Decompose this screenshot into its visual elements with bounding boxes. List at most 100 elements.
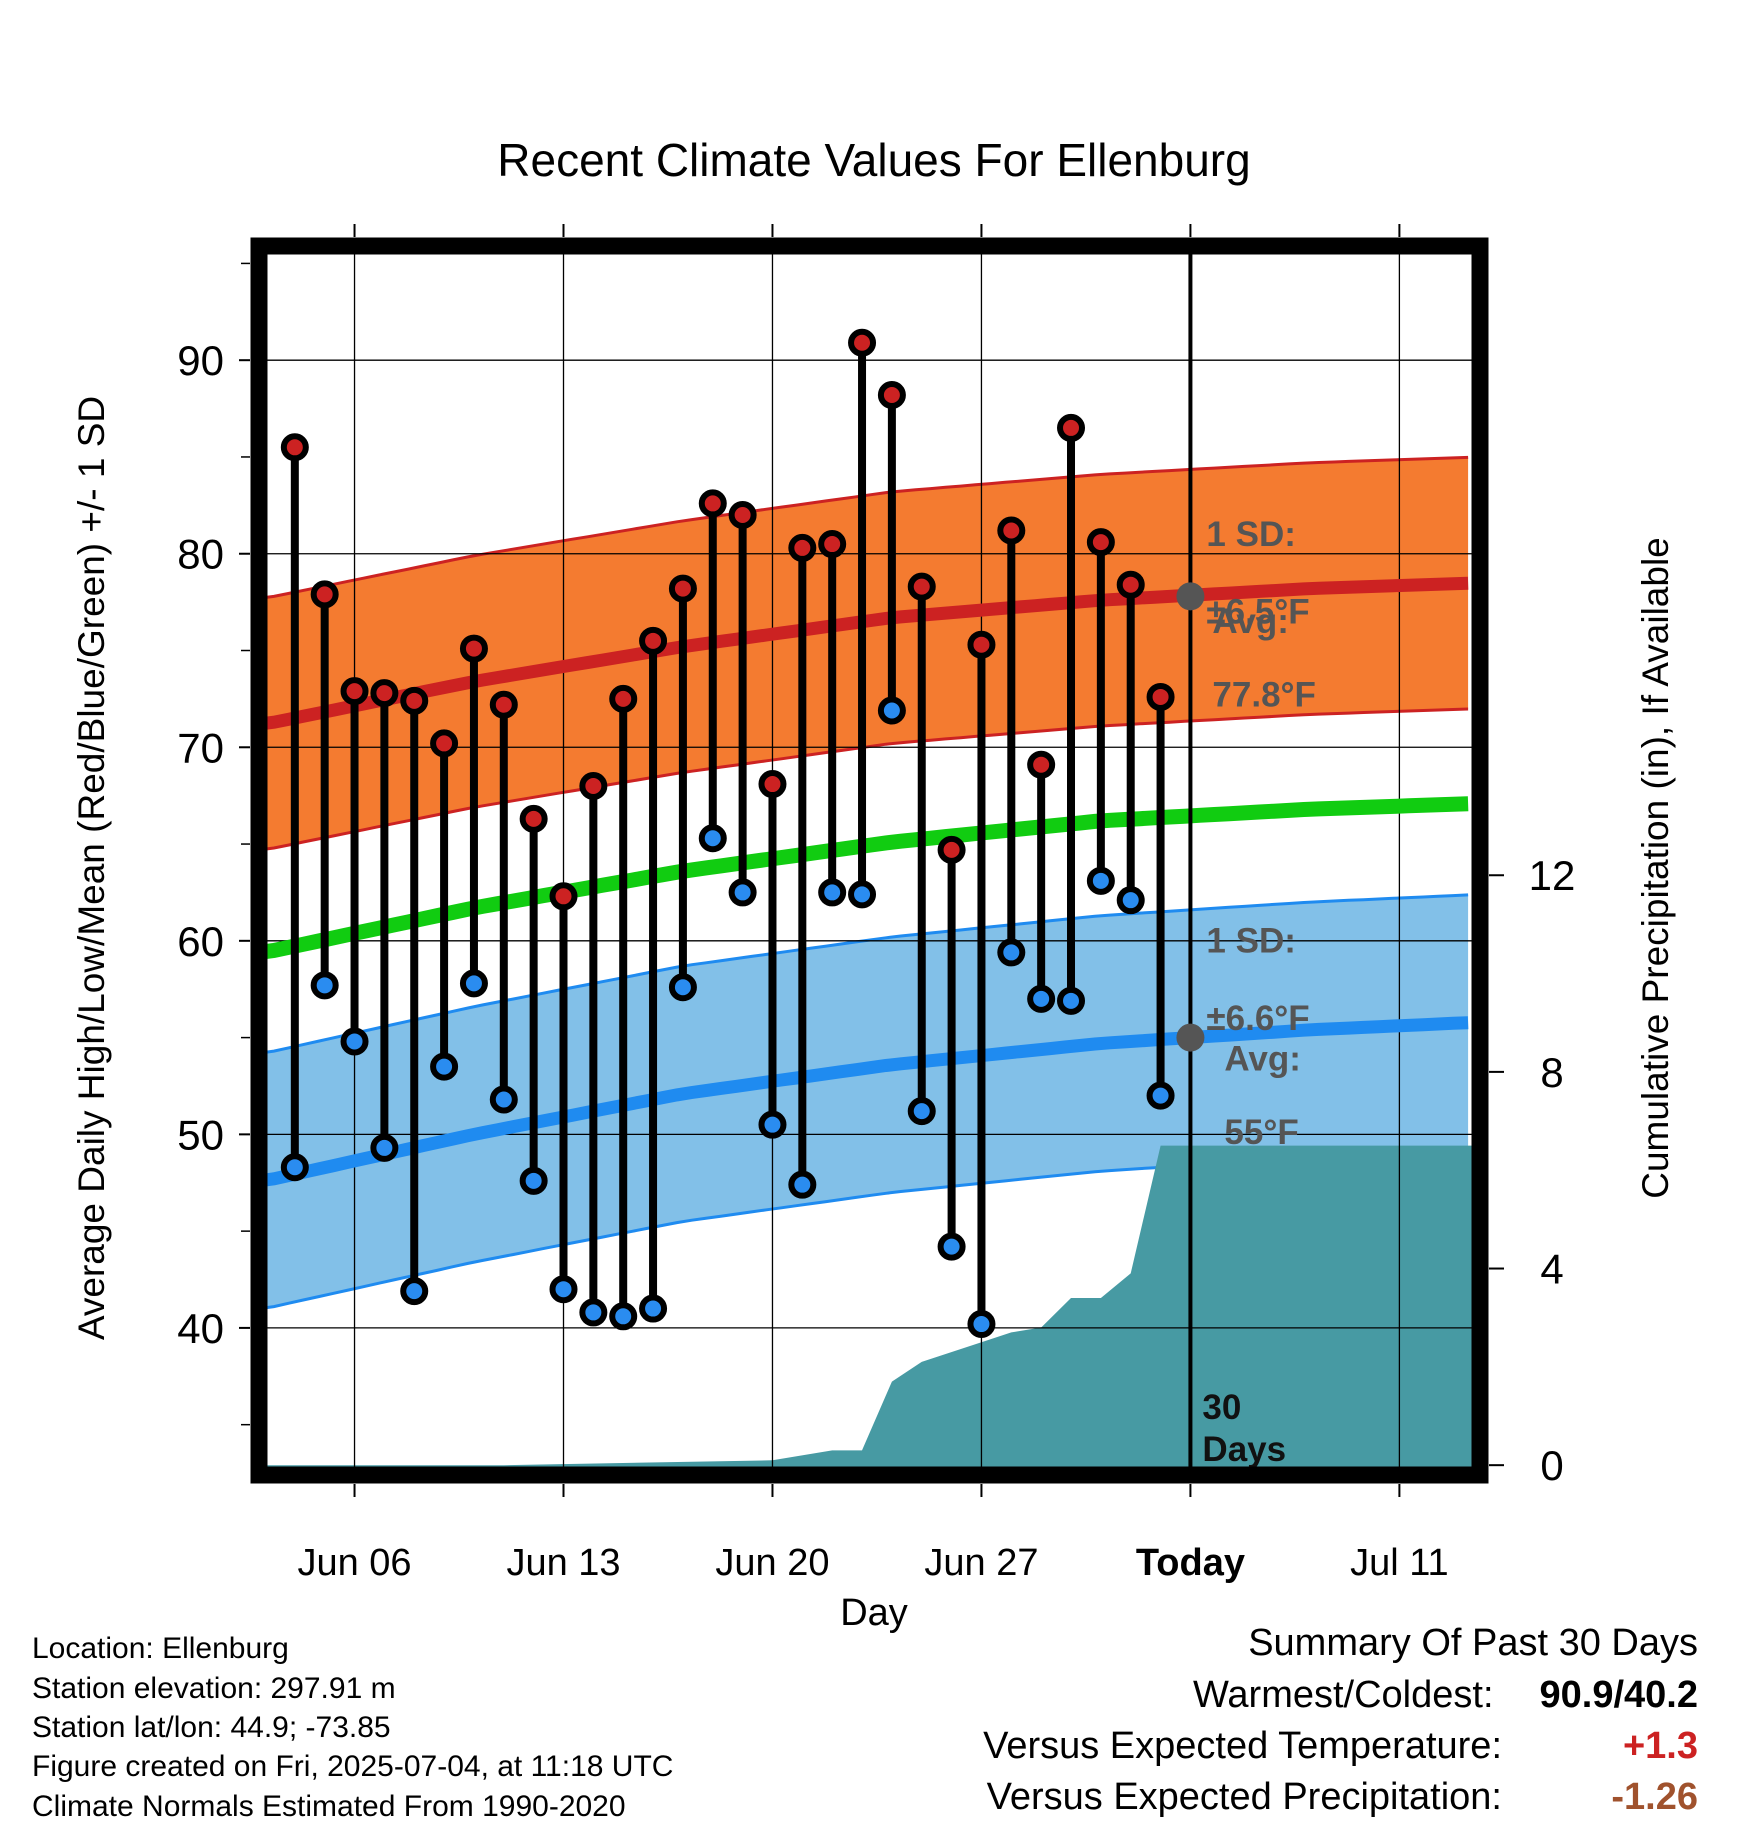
daily-high-point [1146, 682, 1175, 711]
daily-high-point [489, 690, 518, 719]
daily-low-point [579, 1298, 608, 1327]
daily-high-point [997, 516, 1026, 545]
daily-high-point [758, 770, 787, 799]
chart-title: Recent Climate Values For Ellenburg [497, 134, 1250, 186]
precip-vs-expected-value: -1.26 [1611, 1776, 1698, 1818]
y2-tick-label: 12 [1529, 852, 1576, 899]
daily-high-point [848, 328, 877, 357]
y2-tick-label: 4 [1540, 1246, 1563, 1293]
daily-high-point [818, 530, 847, 559]
daily-low-point [1086, 866, 1115, 895]
station-location: Location: Ellenburg [32, 1632, 289, 1665]
low-sd-value: ±6.6°F [1206, 999, 1309, 1038]
today-low-avg-dot [1176, 1023, 1205, 1052]
high-avg-value: 77.8°F [1212, 676, 1316, 715]
daily-low-point [639, 1294, 668, 1323]
summary-warm-row: Warmest/Coldest: 90.9/40.2 [1193, 1674, 1698, 1717]
temp-vs-expected-value: +1.3 [1622, 1725, 1698, 1767]
high-avg-label: Avg: [1212, 602, 1288, 641]
summary-temp-row: Versus Expected Temperature: +1.3 [983, 1725, 1698, 1768]
x-axis-label: Day [840, 1592, 908, 1634]
y-tick-label: 80 [177, 531, 224, 578]
warm-cold-value: 90.9/40.2 [1539, 1674, 1698, 1716]
daily-high-point [310, 580, 339, 609]
window-label-number: 30 [1202, 1388, 1241, 1427]
y-tick-label: 90 [177, 337, 224, 384]
daily-low-point [1146, 1081, 1175, 1110]
daily-high-point [370, 679, 399, 708]
daily-low-point [728, 878, 757, 907]
x-tick-label: Jun 13 [506, 1542, 620, 1584]
y2-tick-label: 0 [1540, 1442, 1563, 1489]
daily-low-point [907, 1097, 936, 1126]
x-tick-label: Jul 11 [1350, 1542, 1449, 1584]
daily-high-point [728, 501, 757, 530]
low-sd-label: 1 SD: [1206, 921, 1295, 960]
daily-low-point [400, 1277, 429, 1306]
daily-low-point [877, 696, 906, 725]
warm-cold-label: Warmest/Coldest: [1192, 1674, 1494, 1716]
y2-tick-label: 8 [1540, 1049, 1563, 1096]
daily-low-point [340, 1027, 369, 1056]
today-high-avg-dot [1176, 582, 1205, 611]
daily-high-point [340, 677, 369, 706]
daily-low-point [967, 1310, 996, 1339]
daily-low-point [818, 878, 847, 907]
daily-low-point [609, 1302, 638, 1331]
daily-low-point [489, 1085, 518, 1114]
daily-low-point [698, 824, 727, 853]
daily-high-point [400, 686, 429, 715]
y-tick-label: 40 [177, 1305, 224, 1352]
low-avg-label: Avg: [1224, 1039, 1300, 1078]
x-tick-label: Jun 27 [924, 1542, 1038, 1584]
daily-high-point [907, 572, 936, 601]
daily-high-point [788, 533, 817, 562]
plot-frame [250, 237, 1489, 1484]
daily-low-point [1027, 984, 1056, 1013]
daily-low-point [997, 938, 1026, 967]
daily-low-point [459, 969, 488, 998]
figure-created: Figure created on Fri, 2025-07-04, at 11… [32, 1750, 674, 1783]
daily-high-point [459, 634, 488, 663]
daily-high-point [519, 804, 548, 833]
daily-high-point [698, 489, 727, 518]
y2-axis-label: Cumulative Precipitation (in), If Availa… [1635, 537, 1676, 1199]
high-sd-label: 1 SD: [1206, 515, 1295, 554]
daily-high-point [549, 882, 578, 911]
y-tick-label: 50 [177, 1111, 224, 1158]
daily-high-point [1116, 570, 1145, 599]
daily-high-point [877, 381, 906, 410]
daily-low-point [937, 1232, 966, 1261]
x-tick-label-today: Today [1136, 1542, 1245, 1584]
daily-high-point [579, 771, 608, 800]
normal-low-mean-line [259, 1016, 1469, 1188]
high-sd-value: ±6.5°F [1206, 592, 1309, 631]
daily-low-point [758, 1110, 787, 1139]
daily-low-point [280, 1153, 309, 1182]
daily-low-point [1057, 986, 1086, 1015]
climate-normals-note: Climate Normals Estimated From 1990-2020 [32, 1790, 626, 1823]
precip-vs-expected-label: Versus Expected Precipitation: [986, 1776, 1502, 1818]
daily-high-point [430, 729, 459, 758]
y-axis-label: Average Daily High/Low/Mean (Red/Blue/Gr… [71, 396, 112, 1340]
daily-low-point [370, 1133, 399, 1162]
x-tick-label: Jun 20 [715, 1542, 829, 1584]
temp-vs-expected-label: Versus Expected Temperature: [983, 1725, 1502, 1767]
window-label-days: Days [1202, 1430, 1286, 1469]
daily-low-point [310, 971, 339, 1000]
x-tick-label: Jun 06 [297, 1542, 411, 1584]
y-tick-label: 60 [177, 918, 224, 965]
daily-high-point [1057, 413, 1086, 442]
daily-low-point [519, 1166, 548, 1195]
daily-high-point [280, 433, 309, 462]
daily-high-point [1086, 528, 1115, 557]
daily-high-point [668, 574, 697, 603]
daily-high-point [639, 626, 668, 655]
summary-title: Summary Of Past 30 Days [1248, 1622, 1698, 1664]
precipitation-area [265, 1145, 1480, 1475]
station-latlon: Station lat/lon: 44.9; -73.85 [32, 1711, 391, 1744]
daily-low-point [430, 1052, 459, 1081]
